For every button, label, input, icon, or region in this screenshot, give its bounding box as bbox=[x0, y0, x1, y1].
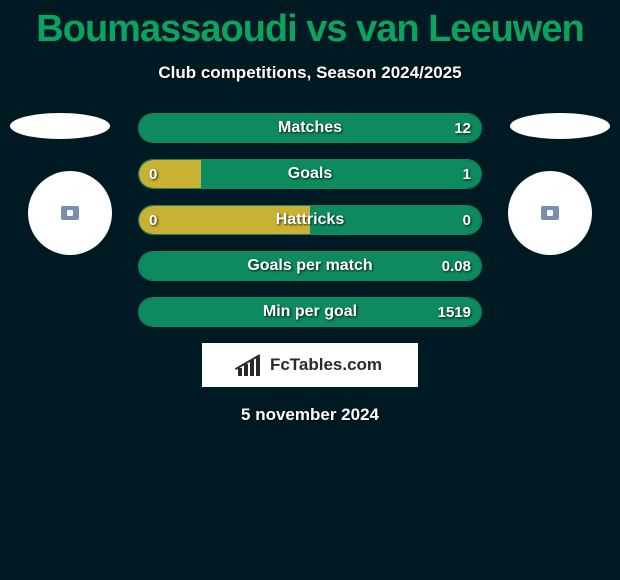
stat-label: Matches bbox=[139, 114, 481, 142]
stat-row: Goals0 1 bbox=[138, 159, 482, 189]
stat-label: Min per goal bbox=[139, 298, 481, 326]
stat-value-right: 0 bbox=[463, 206, 471, 234]
comparison-subtitle: Club competitions, Season 2024/2025 bbox=[0, 63, 620, 83]
stat-value-right: 0.08 bbox=[442, 252, 471, 280]
player-right-shadow bbox=[510, 113, 610, 139]
comparison-title: Boumassaoudi vs van Leeuwen bbox=[0, 0, 620, 51]
stat-label: Goals per match bbox=[139, 252, 481, 280]
stat-label: Goals bbox=[139, 160, 481, 188]
stat-value-left: 0 bbox=[149, 206, 157, 234]
brand-box: FcTables.com bbox=[202, 343, 418, 387]
date-text: 5 november 2024 bbox=[0, 405, 620, 425]
player-left-avatar bbox=[28, 171, 112, 255]
stats-container: Matches12Goals01Hattricks00Goals per mat… bbox=[138, 113, 482, 327]
stat-label: Hattricks bbox=[139, 206, 481, 234]
stat-row: Goals per match0.08 bbox=[138, 251, 482, 281]
stat-row: Matches12 bbox=[138, 113, 482, 143]
brand-text: FcTables.com bbox=[270, 355, 382, 375]
stat-value-right: 1 bbox=[463, 160, 471, 188]
stat-row: Hattricks0 0 bbox=[138, 205, 482, 235]
stat-row: Min per goal1519 bbox=[138, 297, 482, 327]
brand-chart-icon bbox=[238, 354, 266, 376]
player-left-shadow bbox=[10, 113, 110, 139]
main-area: Matches12Goals01Hattricks00Goals per mat… bbox=[0, 113, 620, 425]
stat-value-right: 12 bbox=[454, 114, 471, 142]
placeholder-icon bbox=[61, 206, 79, 220]
stat-value-left: 0 bbox=[149, 160, 157, 188]
placeholder-icon bbox=[541, 206, 559, 220]
stat-value-right: 1519 bbox=[438, 298, 471, 326]
player-right-avatar bbox=[508, 171, 592, 255]
